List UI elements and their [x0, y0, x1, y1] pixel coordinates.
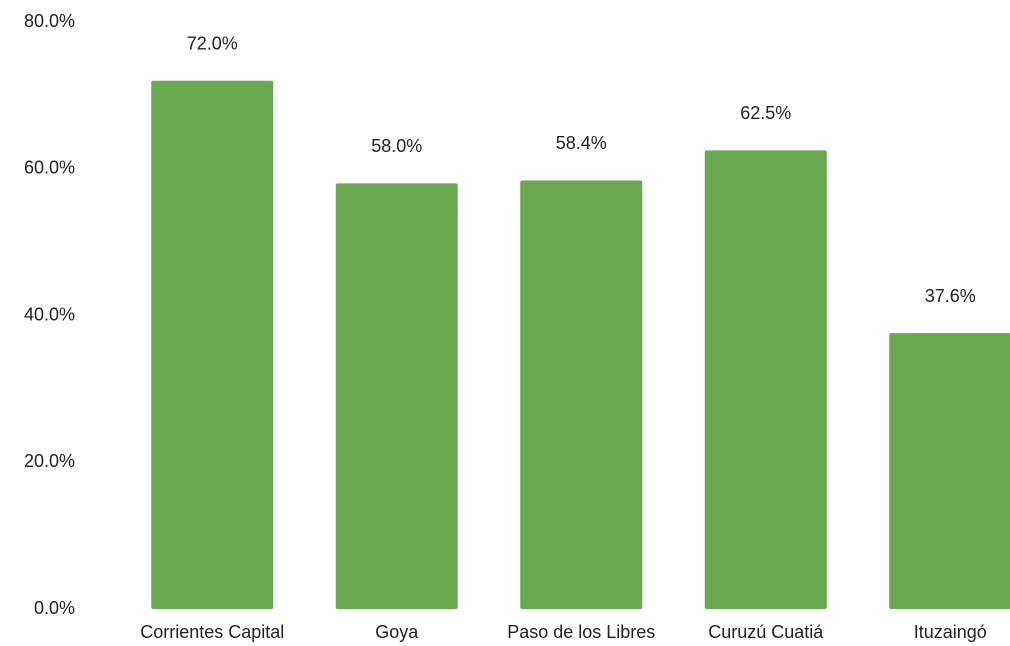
value-label: 37.6%	[925, 286, 976, 306]
y-tick-label: 80.0%	[24, 11, 75, 31]
x-tick-label: Curuzú Cuatiá	[708, 622, 824, 642]
value-label: 58.4%	[556, 133, 607, 153]
x-tick-label: Ituzaingó	[914, 622, 987, 642]
y-tick-label: 60.0%	[24, 158, 75, 178]
y-tick-label: 20.0%	[24, 451, 75, 471]
bar	[335, 183, 458, 610]
bar	[889, 333, 1010, 609]
bar	[520, 180, 643, 610]
y-tick-label: 0.0%	[34, 598, 75, 618]
bar	[704, 150, 827, 609]
x-tick-label: Goya	[375, 622, 419, 642]
value-label: 58.0%	[371, 136, 422, 156]
value-label: 62.5%	[740, 103, 791, 123]
bar	[151, 80, 274, 609]
x-tick-label: Paso de los Libres	[507, 622, 655, 642]
value-label: 72.0%	[187, 33, 238, 53]
y-tick-label: 40.0%	[24, 304, 75, 324]
x-tick-label: Corrientes Capital	[140, 622, 284, 642]
